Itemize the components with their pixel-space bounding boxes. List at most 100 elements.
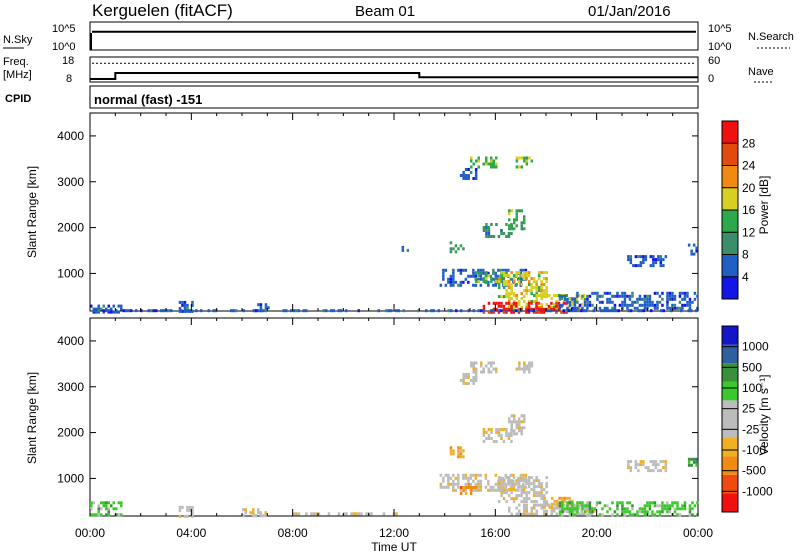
velocity-cell-13 (633, 513, 637, 517)
power-cell-14 (683, 291, 687, 295)
velocity-cell-5 (457, 455, 460, 459)
velocity-cell-10 (542, 500, 546, 504)
power-cell-7 (637, 255, 640, 259)
velocity-cell-10 (515, 479, 518, 483)
power-cell-18 (580, 309, 583, 313)
power-cell-14 (673, 294, 677, 298)
power-cell-9 (457, 268, 460, 272)
velocity-cell-9 (467, 483, 470, 486)
velocity-cell-8 (439, 473, 443, 477)
power-cell-9 (524, 268, 528, 272)
power-cell-16 (183, 309, 187, 313)
power-cell-18 (397, 309, 400, 313)
velocity-cell-12 (550, 509, 553, 513)
velocity-cell-14 (107, 513, 110, 517)
velocity-cell-12 (508, 506, 511, 510)
power-cell-11 (540, 286, 543, 290)
power-cell-3 (513, 227, 516, 231)
power-cell-17 (264, 303, 268, 307)
velocity-cell-8 (459, 488, 463, 492)
power-cell-11 (542, 289, 546, 293)
power-cell-7 (652, 255, 655, 259)
power-cell-12 (538, 306, 541, 309)
velocity-cell-4 (487, 437, 491, 440)
power-cell-13 (535, 304, 538, 308)
power-cell-4 (485, 229, 488, 232)
power-cell-18 (235, 309, 238, 313)
velocity-cell-0 (472, 367, 475, 371)
power-cell-14 (571, 297, 574, 301)
velocity-cell-10 (540, 485, 543, 489)
velocity-cell-13 (588, 510, 592, 514)
velocity-cell-0 (490, 361, 493, 365)
power-cell-14 (588, 303, 592, 307)
power-cell-9 (449, 277, 453, 281)
power-cell-11 (510, 271, 513, 275)
power-cell-14 (568, 300, 572, 304)
velocity-cell-8 (497, 485, 500, 489)
power-colorbar-label: Power [dB] (757, 176, 771, 235)
power-cell-7 (629, 255, 633, 259)
power-cell-9 (452, 280, 455, 284)
velocity-cell-13 (643, 507, 647, 511)
power-cell-9 (479, 274, 483, 278)
power-cell-13 (512, 301, 516, 305)
velocity-cell-8 (442, 476, 445, 480)
power-cell-14 (608, 297, 612, 301)
velocity-cell-13 (613, 510, 617, 514)
nave-label: Nave (748, 66, 774, 78)
power-cell-14 (606, 300, 609, 304)
velocity-cell-12 (578, 506, 581, 510)
power-cell-18 (602, 309, 605, 313)
power-cell-14 (668, 306, 672, 310)
velocity-cell-12 (545, 509, 548, 513)
power-cell-9 (449, 274, 453, 278)
power-cell-12 (540, 303, 543, 306)
velocity-cell-3 (508, 420, 511, 424)
velocity-cell-5 (462, 449, 465, 453)
power-cell-12 (518, 303, 521, 306)
power-colorbar-band (722, 210, 738, 233)
velocity-cell-12 (593, 509, 596, 513)
velocity-cell-13 (611, 513, 614, 517)
nsky-tick-top-right: 10^5 (708, 23, 732, 35)
power-cell-7 (664, 255, 668, 259)
power-cell-14 (648, 303, 652, 307)
power-cell-12 (530, 300, 533, 303)
velocity-cell-13 (696, 513, 699, 517)
velocity-cell-13 (561, 507, 564, 511)
power-cell-18 (600, 309, 603, 313)
power-cell-12 (570, 303, 573, 306)
power-cell-12 (548, 294, 551, 297)
velocity-cell-17 (352, 512, 356, 516)
power-cell-10 (495, 277, 498, 281)
velocity-cell-5 (457, 452, 460, 456)
velocity-cell-15 (191, 514, 194, 518)
velocity-cell-10 (522, 485, 526, 489)
power-cell-16 (181, 303, 184, 307)
velocity-cell-4 (482, 434, 486, 437)
time-tick-label: 08:00 (278, 526, 308, 540)
velocity-cell-4 (485, 437, 488, 440)
velocity-cell-9 (469, 489, 473, 492)
nsky-tick-bottom-right: 10^0 (708, 41, 732, 53)
power-cell-12 (545, 303, 548, 306)
power-cell-11 (542, 292, 546, 296)
power-cell-14 (616, 291, 619, 295)
power-cell-1 (469, 171, 473, 174)
velocity-cell-13 (576, 504, 579, 508)
velocity-cell-13 (631, 504, 634, 508)
velocity-cell-13 (683, 501, 687, 505)
freq-label-line1: Freq. (3, 56, 29, 68)
power-cell-9 (474, 274, 478, 278)
velocity-cell-13 (668, 507, 672, 511)
power-cell-14 (598, 294, 602, 298)
power-cell-13 (542, 310, 546, 314)
power-cell-18 (450, 309, 453, 313)
velocity-cell-10 (530, 500, 533, 504)
velocity-cell-10 (522, 479, 526, 483)
power-cell-13 (562, 301, 566, 305)
velocity-cell-12 (525, 512, 528, 516)
power-cell-14 (598, 300, 602, 304)
velocity-cell-2 (518, 364, 521, 368)
